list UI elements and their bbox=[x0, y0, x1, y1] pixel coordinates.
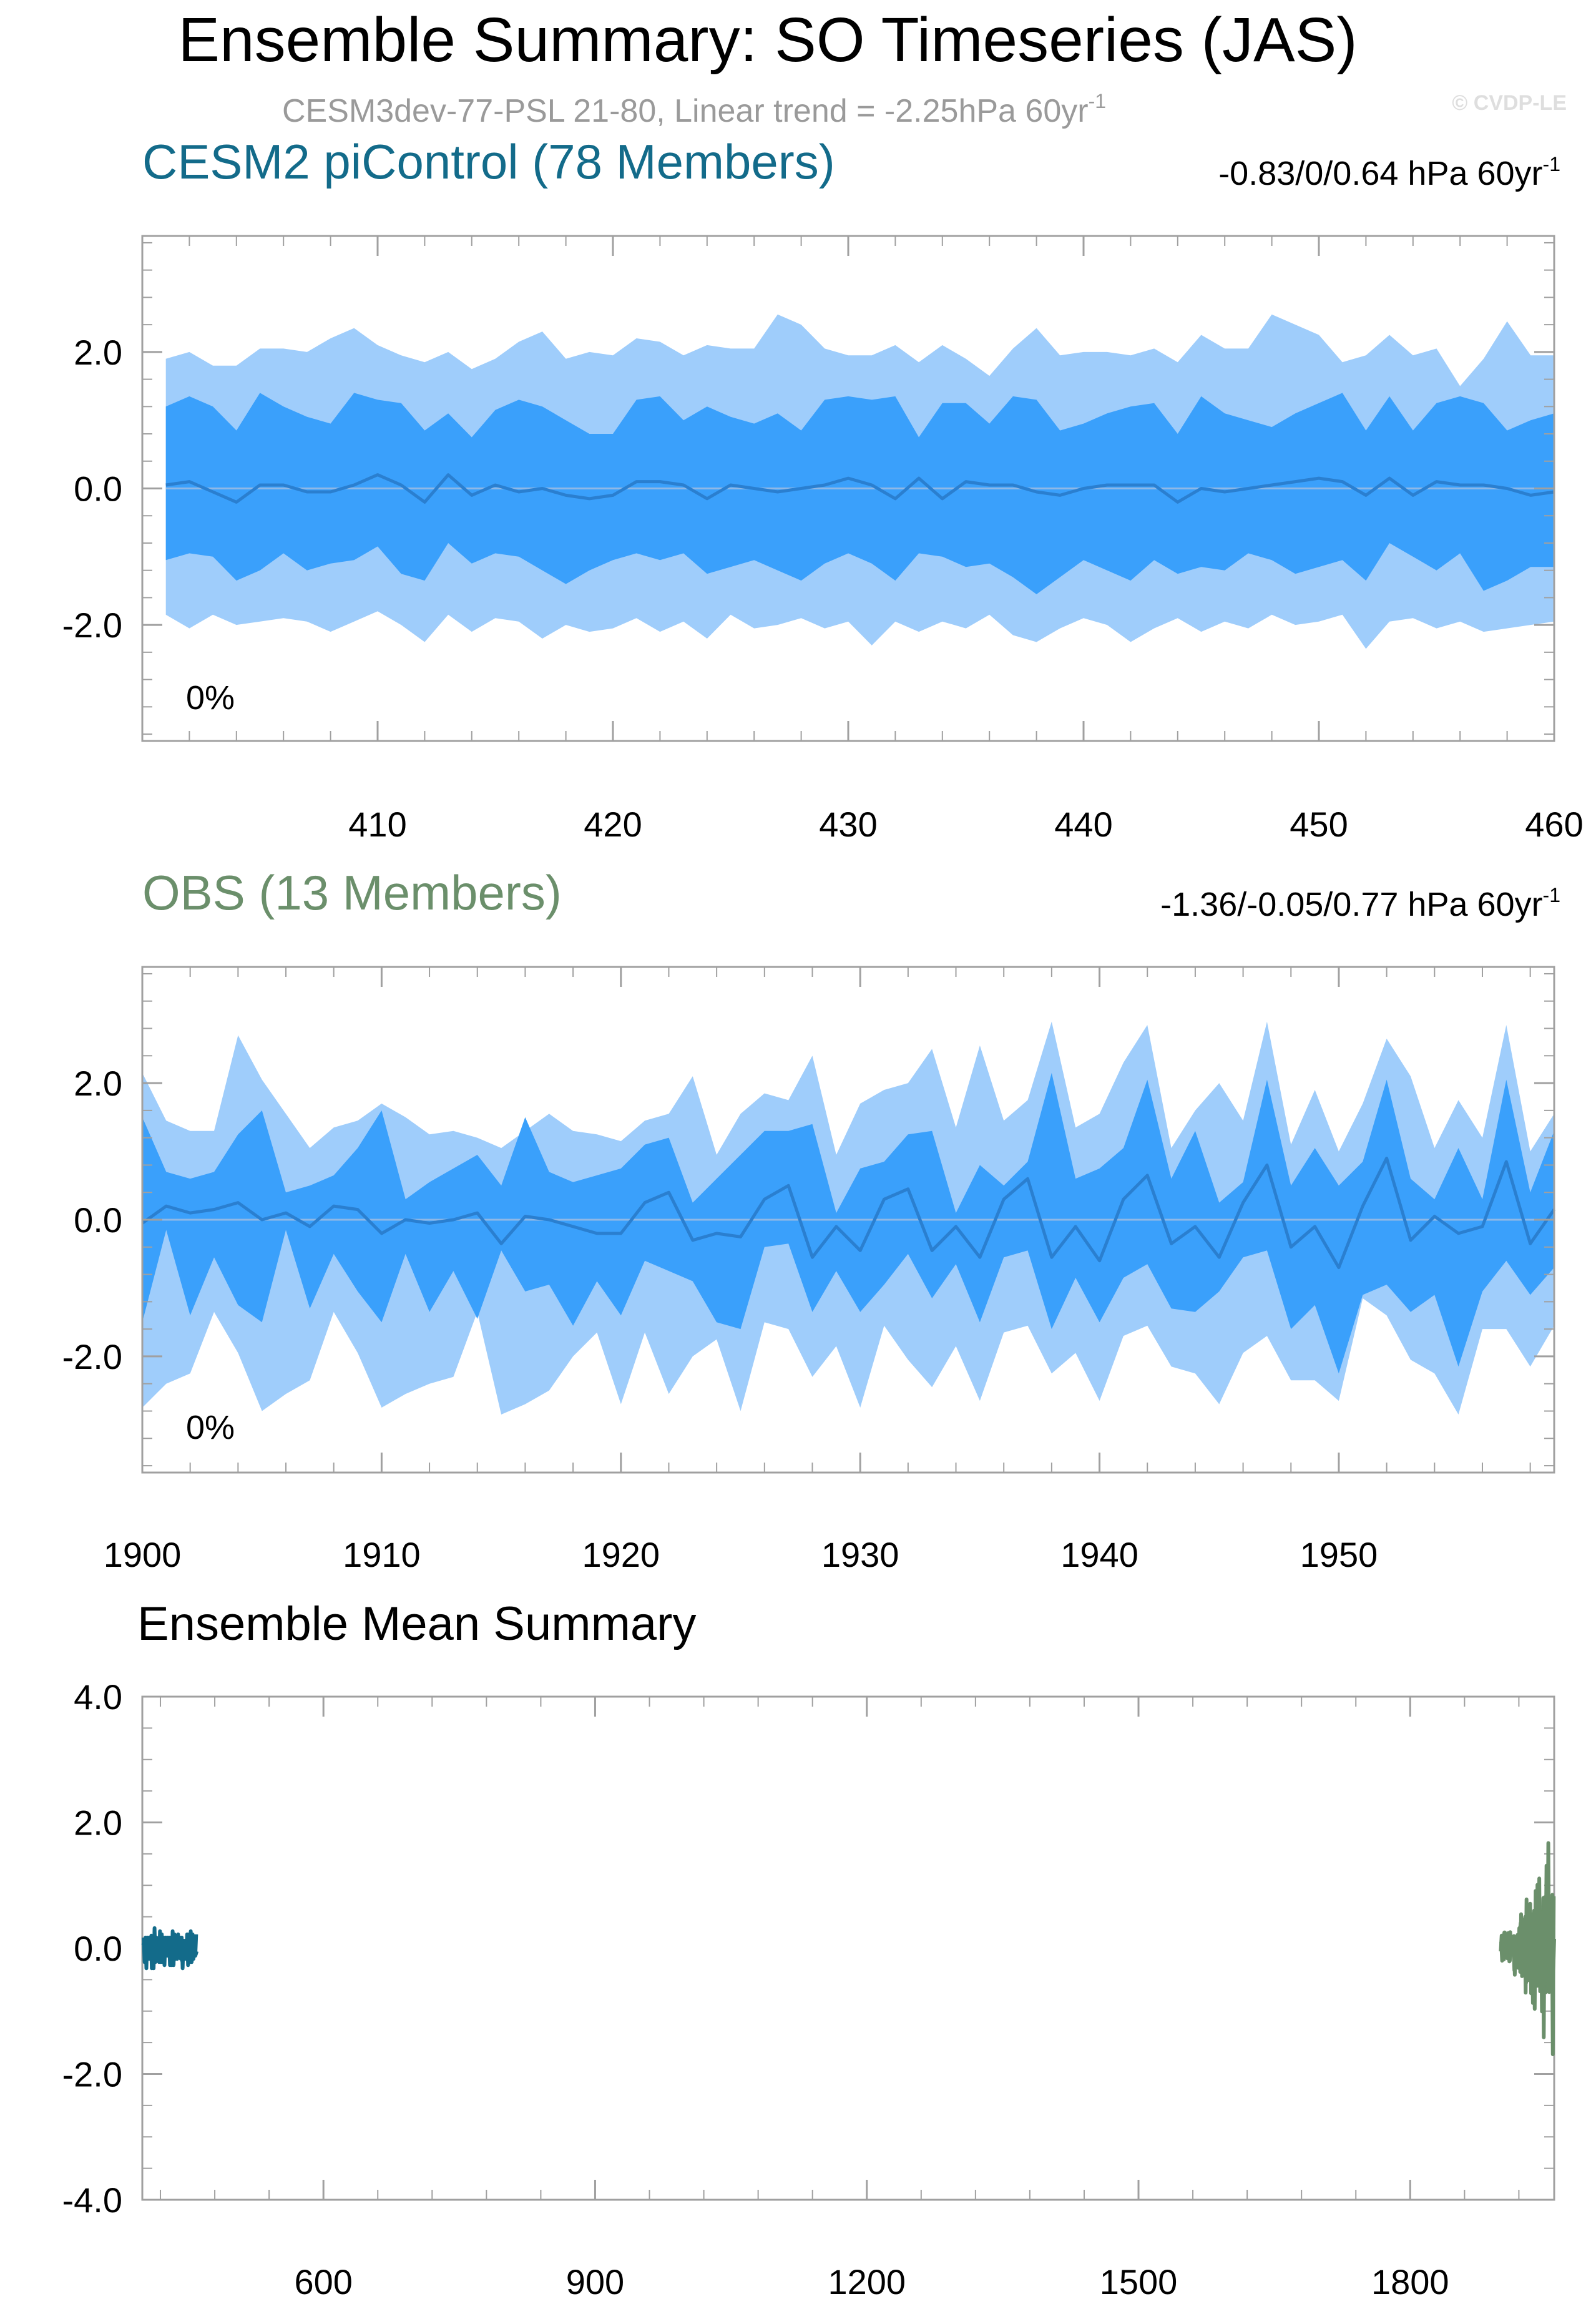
watermark: © CVDP-LE bbox=[1452, 91, 1567, 115]
y-tick-label: 0.0 bbox=[74, 1929, 122, 1968]
ensemble-mean-line bbox=[165, 473, 1555, 504]
x-tick-label: 450 bbox=[1290, 805, 1348, 844]
ensemble-member-trace bbox=[142, 1926, 198, 1971]
x-tick-label: 420 bbox=[584, 805, 642, 844]
percent-annotation: 0% bbox=[186, 679, 235, 717]
x-tick-label: 440 bbox=[1054, 805, 1112, 844]
x-tick-label: 600 bbox=[294, 2262, 352, 2302]
plot-frame bbox=[141, 1695, 1555, 2201]
ensemble-member-trace bbox=[1499, 1841, 1556, 2056]
x-tick-label: 1200 bbox=[828, 2262, 906, 2302]
x-tick-label: 430 bbox=[819, 805, 877, 844]
x-tick-label: 1920 bbox=[582, 1535, 660, 1574]
x-tick-label: 1940 bbox=[1060, 1535, 1138, 1574]
panel-title: OBS (13 Members) bbox=[142, 865, 562, 920]
y-tick-label: -2.0 bbox=[62, 2055, 123, 2094]
x-tick-label: 1910 bbox=[343, 1535, 421, 1574]
figure-subtitle: CESM3dev-77-PSL 21-80, Linear trend = -2… bbox=[282, 90, 1106, 129]
panel-title: Ensemble Mean Summary bbox=[137, 1597, 696, 1650]
x-tick-label: 900 bbox=[566, 2262, 624, 2302]
y-tick-label: 2.0 bbox=[74, 1064, 122, 1103]
x-tick-label: 1930 bbox=[821, 1535, 899, 1574]
panel-cesm: 2.0 0.0 -2.0 410 420 430 440 450 460 CESM2 piCont… bbox=[62, 134, 1584, 844]
y-tick-label: 4.0 bbox=[74, 1677, 122, 1717]
panel-summary: 4.0 2.0 0.0 -2.0 -4.0 600 900 1200 1500 1800 Ensem… bbox=[62, 1597, 1556, 2302]
x-tick-label: 1900 bbox=[104, 1535, 182, 1574]
panel-title: CESM2 piControl (78 Members) bbox=[142, 134, 835, 189]
y-tick-label: -2.0 bbox=[62, 1337, 123, 1376]
figure-title: Ensemble Summary: SO Timeseries (JAS) bbox=[178, 5, 1357, 75]
y-tick-label: 0.0 bbox=[74, 1200, 122, 1240]
x-tick-label: 410 bbox=[348, 805, 406, 844]
panel-obs: 2.0 0.0 -2.0 1900 1910 1920 1930 1940 1950 OBS (1… bbox=[62, 865, 1561, 1574]
trend-range-label: -0.83/0/0.64 hPa 60yr-1 bbox=[1218, 153, 1560, 192]
x-tick-label: 1500 bbox=[1100, 2262, 1178, 2302]
ensemble-mean-line bbox=[141, 1157, 1556, 1270]
y-tick-label: -4.0 bbox=[62, 2180, 123, 2220]
x-tick-label: 1800 bbox=[1371, 2262, 1449, 2302]
x-tick-label: 460 bbox=[1525, 805, 1583, 844]
y-tick-label: -2.0 bbox=[62, 605, 123, 645]
trend-range-label: -1.36/-0.05/0.77 hPa 60yr-1 bbox=[1160, 884, 1560, 923]
inner-spread-band bbox=[165, 393, 1555, 594]
x-tick-label: 1950 bbox=[1300, 1535, 1378, 1574]
inner-spread-band bbox=[142, 1072, 1554, 1374]
y-tick-label: 2.0 bbox=[74, 333, 122, 372]
y-tick-label: 2.0 bbox=[74, 1803, 122, 1843]
y-tick-label: 0.0 bbox=[74, 469, 122, 509]
percent-annotation: 0% bbox=[186, 1409, 235, 1446]
